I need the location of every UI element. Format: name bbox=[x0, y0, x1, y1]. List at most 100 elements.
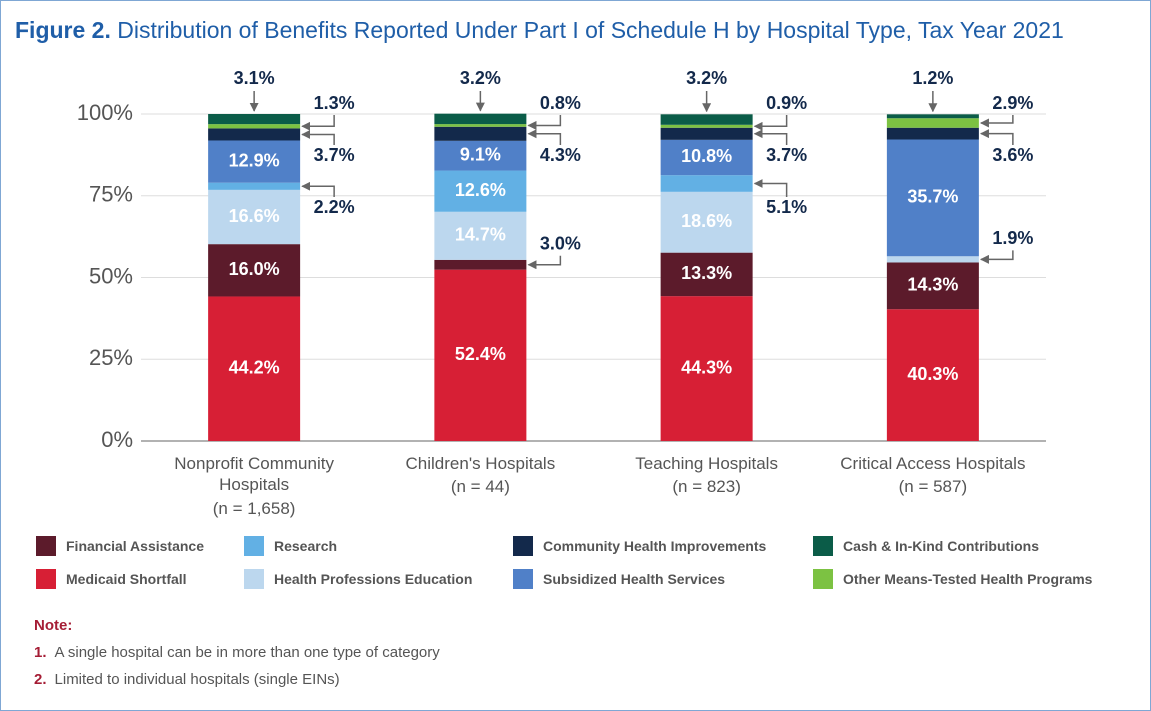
legend-swatch bbox=[244, 569, 264, 589]
callout-arrow bbox=[753, 115, 788, 131]
value-label: 1.3% bbox=[314, 93, 355, 113]
bar-segment bbox=[208, 189, 301, 245]
bar-segment bbox=[886, 309, 979, 441]
bar-segment bbox=[434, 211, 527, 260]
bar-segment bbox=[208, 124, 301, 129]
value-label: 18.6% bbox=[681, 211, 732, 231]
callout-arrow bbox=[753, 178, 788, 197]
x-tick-note: (n = 823) bbox=[672, 477, 741, 496]
x-tick-label: Children's Hospitals bbox=[405, 454, 556, 473]
bar-segment bbox=[434, 113, 527, 125]
note-item: 1. A single hospital can be in more than … bbox=[34, 644, 440, 661]
note-text: Limited to individual hospitals (single … bbox=[54, 671, 340, 688]
value-label: 12.6% bbox=[455, 180, 506, 200]
value-label: 44.3% bbox=[681, 357, 732, 377]
title: Figure 2. Distribution of Benefits Repor… bbox=[15, 17, 1064, 44]
legend-swatch bbox=[513, 536, 533, 556]
bar-segment bbox=[886, 127, 979, 140]
value-label: 52.4% bbox=[455, 344, 506, 364]
legend-label: Health Professions Education bbox=[274, 571, 473, 587]
value-label: 3.6% bbox=[992, 145, 1033, 165]
bar-segment bbox=[208, 296, 301, 441]
bar-segment bbox=[886, 139, 979, 257]
value-label: 5.1% bbox=[766, 197, 807, 217]
notes: Note: 1. A single hospital can be in more… bbox=[34, 617, 440, 698]
value-label: 13.3% bbox=[681, 263, 732, 283]
y-tick-label: 0% bbox=[101, 427, 133, 452]
bar-segment bbox=[208, 244, 301, 297]
value-label: 14.7% bbox=[455, 225, 506, 245]
legend-label: Medicaid Shortfall bbox=[66, 571, 187, 587]
callout-arrow bbox=[301, 181, 335, 197]
value-label: 40.3% bbox=[907, 364, 958, 384]
callout-arrow bbox=[301, 129, 335, 145]
bar-segment bbox=[886, 118, 979, 128]
x-tick-label: Nonprofit Community Hospitals bbox=[174, 454, 334, 494]
bar-segment bbox=[208, 182, 301, 190]
note-number: 2. bbox=[34, 671, 47, 688]
callout-arrow bbox=[301, 115, 335, 131]
legend-label: Community Health Improvements bbox=[543, 538, 767, 554]
bar-segment bbox=[660, 252, 753, 297]
x-tick-note: (n = 587) bbox=[898, 477, 968, 496]
bar-segment bbox=[208, 114, 301, 125]
value-label: 3.7% bbox=[314, 145, 355, 165]
legend-swatch bbox=[244, 536, 264, 556]
bar-segment bbox=[434, 170, 527, 212]
bar-segment bbox=[660, 139, 753, 176]
x-tick-label: Critical Access Hospitals bbox=[840, 454, 1026, 473]
bar-segment bbox=[886, 256, 979, 263]
legend-swatch bbox=[513, 569, 533, 589]
y-tick-label: 25% bbox=[89, 345, 133, 370]
callout-arrow bbox=[979, 129, 1014, 145]
value-label: 1.9% bbox=[992, 228, 1033, 248]
value-label: 3.2% bbox=[686, 68, 727, 88]
x-tick-label: Teaching Hospitals bbox=[635, 454, 778, 473]
legend-label: Financial Assistance bbox=[66, 538, 204, 554]
x-tick-note: (n = 1,658) bbox=[212, 499, 296, 518]
legend-swatch bbox=[813, 536, 833, 556]
value-label: 35.7% bbox=[907, 187, 958, 207]
bar-segment bbox=[660, 175, 753, 192]
bar-segment bbox=[886, 114, 979, 119]
bar-segment bbox=[434, 259, 527, 270]
bar-segment bbox=[434, 140, 527, 171]
value-label: 16.0% bbox=[229, 259, 280, 279]
callout-arrow bbox=[979, 250, 1014, 264]
value-label: 2.9% bbox=[992, 93, 1033, 113]
legend-label: Research bbox=[274, 538, 338, 554]
value-label: 44.2% bbox=[229, 357, 280, 377]
legend-label: Other Means-Tested Health Programs bbox=[843, 571, 1093, 587]
bar-segment bbox=[660, 127, 753, 140]
note-item: 2. Limited to individual hospitals (singl… bbox=[34, 671, 440, 688]
value-label: 3.1% bbox=[234, 68, 275, 88]
value-label: 9.1% bbox=[460, 144, 501, 164]
bar-segment bbox=[434, 124, 527, 127]
callout-arrow bbox=[753, 129, 788, 145]
y-tick-label: 50% bbox=[89, 263, 133, 288]
x-tick-note: (n = 44) bbox=[450, 477, 510, 496]
bar-segment bbox=[660, 124, 753, 128]
legend-swatch bbox=[36, 536, 56, 556]
bar-segment bbox=[660, 114, 753, 125]
note-number: 1. bbox=[34, 644, 47, 661]
value-label: 3.7% bbox=[766, 145, 807, 165]
legend-swatch bbox=[813, 569, 833, 589]
value-label: 16.6% bbox=[229, 206, 280, 226]
value-label: 0.8% bbox=[540, 93, 581, 113]
value-label: 12.9% bbox=[229, 150, 280, 170]
y-tick-label: 75% bbox=[89, 182, 133, 207]
value-label: 0.9% bbox=[766, 93, 807, 113]
value-label: 3.0% bbox=[540, 233, 581, 253]
value-label: 3.2% bbox=[460, 68, 501, 88]
bar-segment bbox=[434, 126, 527, 141]
legend-label: Cash & In-Kind Contributions bbox=[843, 538, 1039, 554]
chart-title: Distribution of Benefits Reported Under … bbox=[117, 17, 1064, 43]
callout-arrow bbox=[527, 255, 562, 270]
value-label: 4.3% bbox=[540, 145, 581, 165]
value-label: 14.3% bbox=[907, 275, 958, 295]
figure-label: Figure 2. bbox=[15, 17, 111, 43]
callout-arrow bbox=[527, 115, 562, 130]
